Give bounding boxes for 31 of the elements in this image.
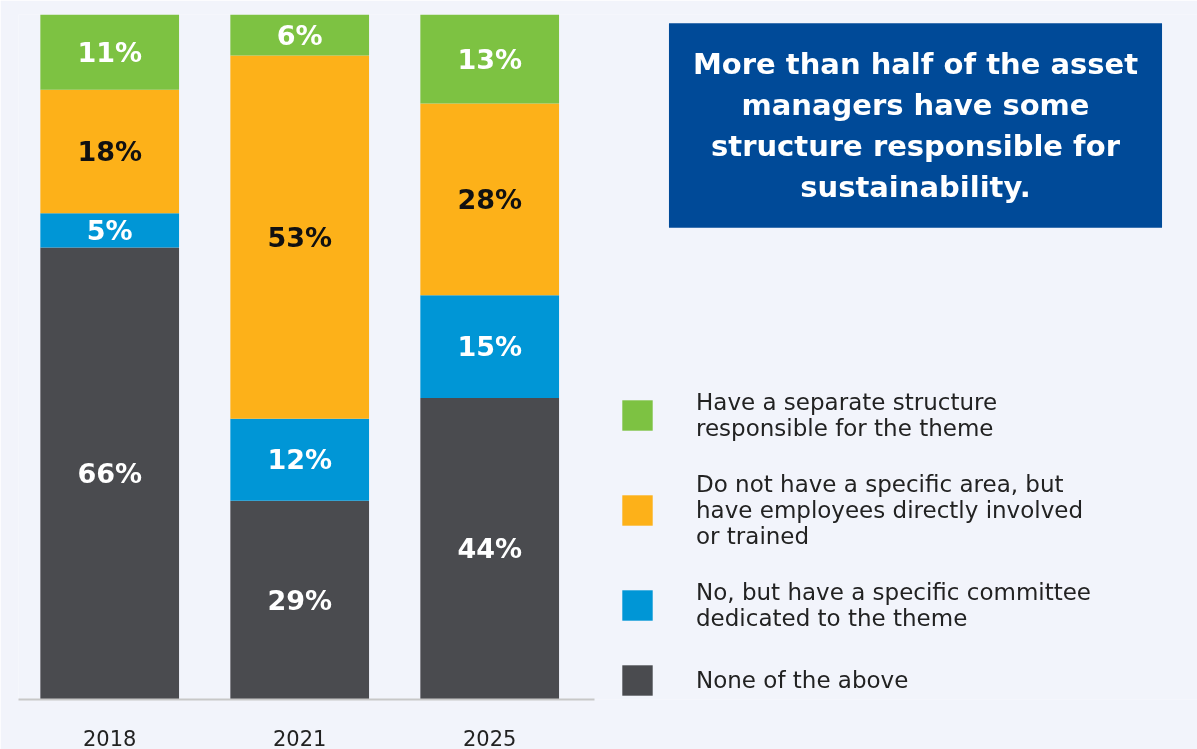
bar (420, 14, 560, 104)
data-label: 18% (77, 136, 143, 167)
legend-label: No, but have a specific committee dedicated to the theme (696, 579, 1092, 631)
bar (230, 418, 370, 501)
data-label: 6% (276, 19, 323, 51)
data-label: 13% (457, 43, 523, 75)
bar (420, 295, 560, 399)
legend-label: None of the above (696, 667, 909, 693)
bar (40, 89, 180, 214)
data-label: 29% (267, 584, 333, 616)
data-label: 15% (457, 331, 523, 363)
x-tick-label: 2021 (272, 726, 327, 749)
data-label: 12% (267, 444, 333, 476)
bar (40, 247, 180, 700)
data-label: 11% (77, 36, 143, 68)
x-tick-label: 2025 (462, 726, 517, 749)
data-label: 44% (457, 533, 523, 565)
legend-label: Do not have a specific area, but have employees directly involved or trained (696, 471, 1084, 549)
bar (420, 398, 560, 700)
data-label: 66% (77, 457, 143, 489)
bar (230, 14, 370, 56)
data-label: 53% (267, 221, 333, 253)
bar (230, 55, 370, 419)
bar (230, 500, 370, 700)
bar (420, 103, 560, 296)
data-label: 5% (86, 214, 133, 246)
legend-label: Have a separate structure responsible for the theme (696, 389, 998, 441)
x-tick-label: 2018 (82, 726, 137, 749)
text: More than half of the asset managers have some structure responsible for sustainability. (692, 47, 1139, 204)
data-label: 28% (457, 183, 523, 215)
bar (40, 14, 180, 90)
